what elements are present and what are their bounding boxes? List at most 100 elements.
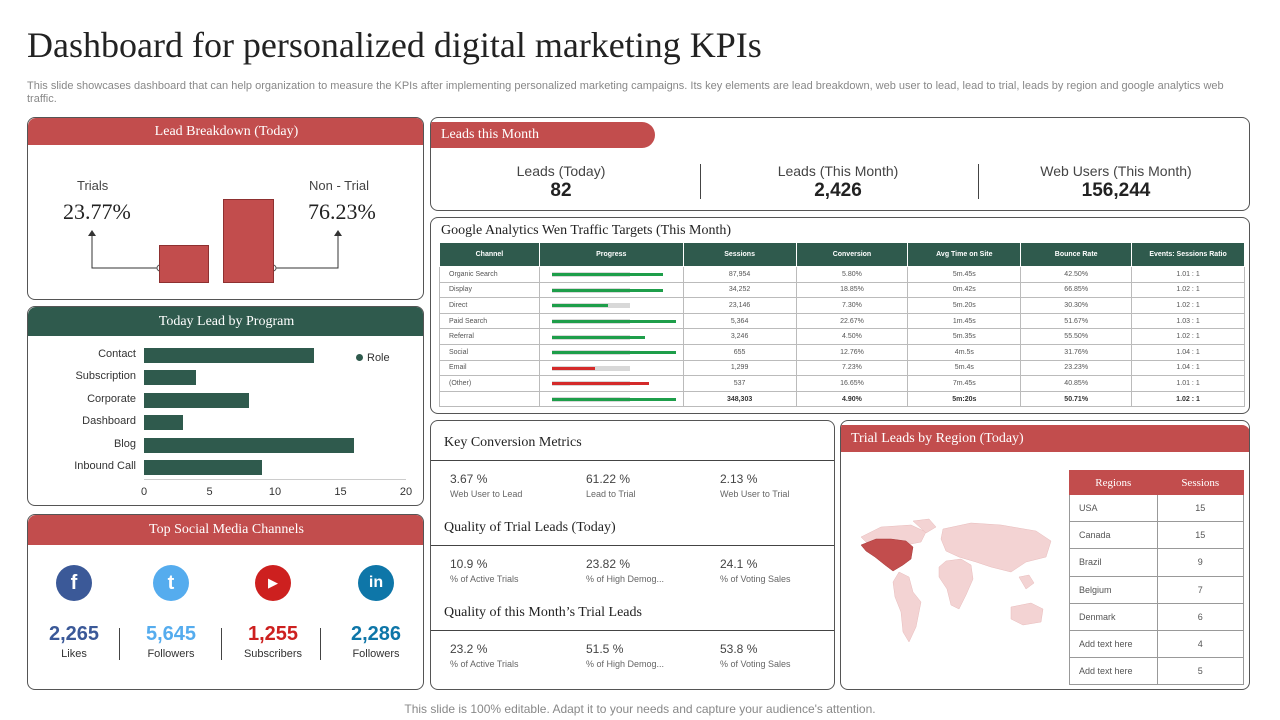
region-cell: USA bbox=[1069, 493, 1158, 523]
sessions-cell: 1,299 bbox=[682, 359, 797, 377]
bar-label: Blog bbox=[113, 437, 136, 450]
bounce-cell: 23.23% bbox=[1020, 359, 1133, 377]
bar bbox=[144, 460, 262, 475]
region-cell: Add text here bbox=[1069, 657, 1158, 686]
table-row: Canada 15 bbox=[1069, 521, 1245, 550]
social-count: 2,265 bbox=[48, 623, 100, 645]
bar bbox=[144, 437, 354, 453]
progress-cell bbox=[538, 343, 684, 361]
table-row: Organic Search 87,954 5.80% 5m.45s 42.50% 1.0… bbox=[439, 266, 1245, 283]
social-media-title: Top Social Media Channels bbox=[28, 515, 423, 545]
conversion-cell: 18.85% bbox=[795, 281, 909, 299]
trials-label: Trials bbox=[77, 178, 109, 193]
ratio-cell: 1.02 : 1 bbox=[1131, 297, 1245, 314]
avg-time-cell: 5m.20s bbox=[907, 297, 1022, 314]
sessions-cell: 87,954 bbox=[682, 266, 797, 283]
bar bbox=[144, 392, 249, 408]
sessions-cell: 34,252 bbox=[682, 281, 797, 299]
bar bbox=[144, 348, 315, 363]
channel-cell: Direct bbox=[439, 297, 540, 314]
avg-time-cell: 5m:20s bbox=[907, 390, 1022, 408]
map-africa bbox=[938, 558, 974, 610]
bar-label: Contact bbox=[98, 348, 136, 360]
ratio-cell: 1.02 : 1 bbox=[1131, 390, 1245, 408]
progress-fill bbox=[551, 335, 645, 339]
divider bbox=[221, 628, 222, 660]
conversion-cell: 4.50% bbox=[795, 328, 909, 345]
progress-cell bbox=[538, 375, 684, 392]
linkedin-icon[interactable]: in bbox=[358, 565, 394, 601]
metric-label: % of High Demog... bbox=[586, 659, 665, 669]
twitter-icon[interactable]: t bbox=[153, 565, 189, 601]
bar-label: Inbound Call bbox=[74, 460, 136, 472]
traffic-title: Google Analytics Wen Traffic Targets (Th… bbox=[441, 223, 732, 238]
non-trial-bar bbox=[223, 199, 274, 283]
ratio-cell: 1.04 : 1 bbox=[1131, 359, 1245, 377]
leads-today-value: 82 bbox=[550, 180, 572, 201]
conversion-cell: 7.23% bbox=[795, 359, 909, 377]
progress-fill bbox=[551, 288, 664, 292]
ratio-cell: 1.04 : 1 bbox=[1131, 343, 1245, 361]
region-title: Trial Leads by Region (Today) bbox=[841, 425, 1249, 452]
metric-value: 2.13 % bbox=[720, 472, 758, 486]
avg-time-cell: 5m.4s bbox=[907, 359, 1022, 377]
sessions-cell: 348,303 bbox=[682, 390, 797, 408]
channel-cell: Paid Search bbox=[439, 312, 540, 330]
region-table: Regions Sessions USA 15 Canada 15 Brazil 9 Bel… bbox=[1069, 470, 1245, 686]
channel-cell: (Other) bbox=[439, 375, 540, 392]
region-cell: Belgium bbox=[1069, 575, 1158, 604]
avg-time-cell: 5m.35s bbox=[907, 328, 1022, 345]
sessions-cell: 3,246 bbox=[682, 328, 797, 345]
region-cell: Denmark bbox=[1069, 602, 1158, 631]
lead-by-program-panel: Today Lead by Program Contact Subscriptio… bbox=[27, 306, 424, 506]
sessions-cell: 7 bbox=[1156, 575, 1245, 604]
progress-bar bbox=[540, 361, 683, 375]
metric-label: Lead to Trial bbox=[586, 489, 636, 499]
metric-value: 10.9 % bbox=[450, 557, 488, 571]
bounce-cell: 40.85% bbox=[1020, 375, 1133, 392]
metric-label: % of High Demog... bbox=[586, 574, 665, 584]
channel-cell: Organic Search bbox=[439, 266, 540, 283]
web-users-value: 156,244 bbox=[1081, 180, 1151, 201]
column-header: Regions bbox=[1069, 470, 1158, 495]
metric-label: % of Voting Sales bbox=[720, 574, 791, 584]
progress-bar bbox=[540, 298, 683, 312]
conversion-cell: 5.80% bbox=[795, 266, 909, 283]
metric-label: Web User to Trial bbox=[720, 489, 790, 499]
table-row: USA 15 bbox=[1069, 493, 1245, 523]
leads-month-panel: Leads this Month Leads (Today) 82 Leads … bbox=[430, 117, 1250, 211]
progress-cell bbox=[538, 281, 684, 299]
facebook-icon[interactable]: f bbox=[56, 565, 92, 601]
leads-month-value: 2,426 bbox=[814, 180, 862, 201]
conversion-cell: 7.30% bbox=[795, 297, 909, 314]
channel-cell bbox=[439, 390, 540, 408]
bar-label: Corporate bbox=[87, 392, 136, 405]
youtube-icon[interactable]: ▶ bbox=[255, 565, 291, 601]
progress-bar bbox=[540, 376, 683, 390]
lead-breakdown-title: Lead Breakdown (Today) bbox=[28, 118, 423, 145]
avg-time-cell: 4m.5s bbox=[907, 343, 1022, 361]
ratio-cell: 1.01 : 1 bbox=[1131, 266, 1245, 283]
progress-fill bbox=[551, 304, 608, 308]
key-conversion-panel: Key Conversion Metrics 3.67 % Web User to … bbox=[430, 420, 835, 690]
region-cell: Brazil bbox=[1069, 548, 1158, 577]
avg-time-cell: 0m.42s bbox=[907, 281, 1022, 299]
progress-cell bbox=[538, 312, 684, 330]
metric-value: 53.8 % bbox=[720, 642, 758, 656]
bar bbox=[144, 370, 197, 386]
column-header: Events: Sessions Ratio bbox=[1131, 242, 1245, 267]
bar bbox=[144, 415, 184, 431]
avg-time-cell: 7m.45s bbox=[907, 375, 1022, 392]
channel-cell: Referral bbox=[439, 328, 540, 345]
metric-value: 61.22 % bbox=[586, 472, 631, 486]
section-title: Key Conversion Metrics bbox=[444, 435, 582, 450]
social-count: 1,255 bbox=[247, 623, 299, 645]
column-header: Sessions bbox=[1156, 470, 1245, 495]
x-tick-label: 10 bbox=[268, 486, 282, 498]
bounce-cell: 66.85% bbox=[1020, 281, 1133, 299]
channel-cell: Social bbox=[439, 343, 540, 361]
legend-swatch bbox=[356, 354, 363, 361]
table-row: Add text here 5 bbox=[1069, 657, 1245, 686]
sessions-cell: 4 bbox=[1156, 629, 1245, 659]
social-count: 2,286 bbox=[350, 623, 402, 645]
